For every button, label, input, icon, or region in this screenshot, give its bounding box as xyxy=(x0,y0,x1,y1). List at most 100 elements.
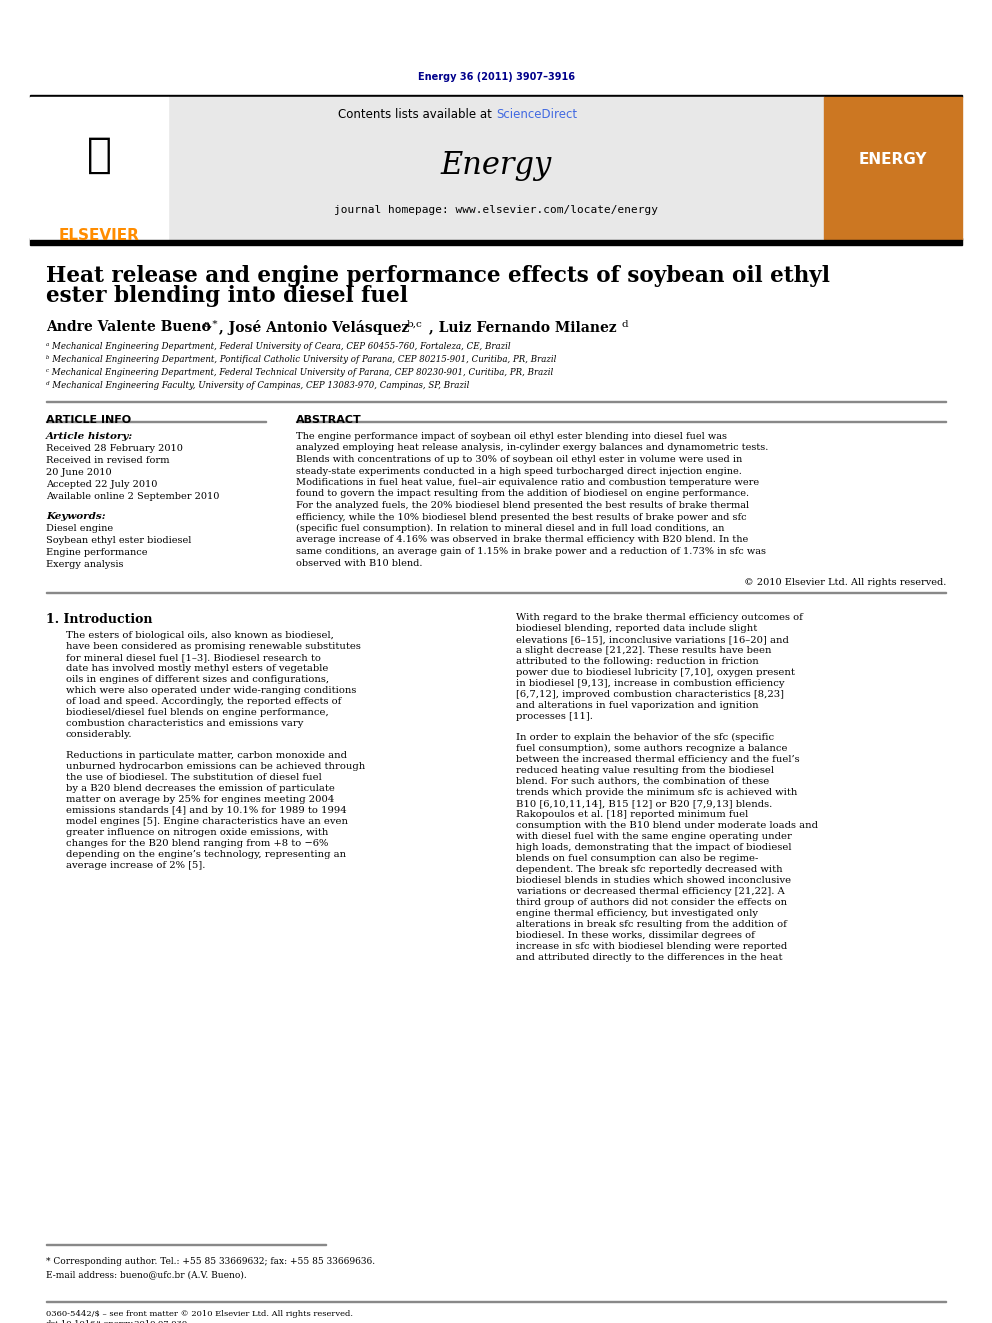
Bar xyxy=(30,97,168,239)
Text: a slight decrease [21,22]. These results have been: a slight decrease [21,22]. These results… xyxy=(516,646,772,655)
Text: Reductions in particulate matter, carbon monoxide and: Reductions in particulate matter, carbon… xyxy=(66,751,347,759)
Text: ester blending into diesel fuel: ester blending into diesel fuel xyxy=(46,284,408,307)
Text: dependent. The break sfc reportedly decreased with: dependent. The break sfc reportedly decr… xyxy=(516,865,783,875)
Bar xyxy=(30,239,962,245)
Text: The engine performance impact of soybean oil ethyl ester blending into diesel fu: The engine performance impact of soybean… xyxy=(296,433,727,441)
Text: doi:10.1016/j.energy.2010.07.030: doi:10.1016/j.energy.2010.07.030 xyxy=(46,1320,188,1323)
Text: average increase of 4.16% was observed in brake thermal efficiency with B20 blen: average increase of 4.16% was observed i… xyxy=(296,536,748,545)
Text: Received in revised form: Received in revised form xyxy=(46,456,170,464)
Text: power due to biodiesel lubricity [7,10], oxygen present: power due to biodiesel lubricity [7,10],… xyxy=(516,668,795,677)
Text: Energy 36 (2011) 3907–3916: Energy 36 (2011) 3907–3916 xyxy=(418,71,574,82)
Text: ELSEVIER: ELSEVIER xyxy=(59,228,140,243)
Text: trends which provide the minimum sfc is achieved with: trends which provide the minimum sfc is … xyxy=(516,789,798,796)
Bar xyxy=(824,97,962,239)
Text: consumption with the B10 blend under moderate loads and: consumption with the B10 blend under mod… xyxy=(516,822,818,830)
Text: ScienceDirect: ScienceDirect xyxy=(496,108,577,120)
Bar xyxy=(168,97,824,239)
Text: same conditions, an average gain of 1.15% in brake power and a reduction of 1.73: same conditions, an average gain of 1.15… xyxy=(296,546,766,556)
Text: average increase of 2% [5].: average increase of 2% [5]. xyxy=(66,861,205,871)
Text: Exergy analysis: Exergy analysis xyxy=(46,560,123,569)
Text: Engine performance: Engine performance xyxy=(46,548,148,557)
Text: alterations in break sfc resulting from the addition of: alterations in break sfc resulting from … xyxy=(516,919,787,929)
Text: With regard to the brake thermal efficiency outcomes of: With regard to the brake thermal efficie… xyxy=(516,613,803,622)
Text: date has involved mostly methyl esters of vegetable: date has involved mostly methyl esters o… xyxy=(66,664,328,673)
Text: Contents lists available at: Contents lists available at xyxy=(338,108,496,120)
Bar xyxy=(30,95,962,97)
Text: by a B20 blend decreases the emission of particulate: by a B20 blend decreases the emission of… xyxy=(66,785,335,792)
Text: variations or decreased thermal efficiency [21,22]. A: variations or decreased thermal efficien… xyxy=(516,886,785,896)
Text: observed with B10 blend.: observed with B10 blend. xyxy=(296,558,423,568)
Text: fuel consumption), some authors recognize a balance: fuel consumption), some authors recogniz… xyxy=(516,744,788,753)
Text: * Corresponding author. Tel.: +55 85 33669632; fax: +55 85 33669636.: * Corresponding author. Tel.: +55 85 336… xyxy=(46,1257,375,1266)
Text: (specific fuel consumption). In relation to mineral diesel and in full load cond: (specific fuel consumption). In relation… xyxy=(296,524,724,533)
Text: [6,7,12], improved combustion characteristics [8,23]: [6,7,12], improved combustion characteri… xyxy=(516,691,784,699)
Text: Accepted 22 July 2010: Accepted 22 July 2010 xyxy=(46,480,158,490)
Text: engine thermal efficiency, but investigated only: engine thermal efficiency, but investiga… xyxy=(516,909,758,918)
Text: increase in sfc with biodiesel blending were reported: increase in sfc with biodiesel blending … xyxy=(516,942,788,951)
Text: 0360-5442/$ – see front matter © 2010 Elsevier Ltd. All rights reserved.: 0360-5442/$ – see front matter © 2010 El… xyxy=(46,1310,353,1318)
Text: Article history:: Article history: xyxy=(46,433,133,441)
Text: a,*: a,* xyxy=(204,320,218,329)
Text: biodiesel blending, reported data include slight: biodiesel blending, reported data includ… xyxy=(516,624,757,632)
Text: biodiesel/diesel fuel blends on engine performance,: biodiesel/diesel fuel blends on engine p… xyxy=(66,708,328,717)
Text: b,c: b,c xyxy=(407,320,423,329)
Text: oils in engines of different sizes and configurations,: oils in engines of different sizes and c… xyxy=(66,675,329,684)
Text: ᶜ Mechanical Engineering Department, Federal Technical University of Parana, CEP: ᶜ Mechanical Engineering Department, Fed… xyxy=(46,368,554,377)
Text: depending on the engine’s technology, representing an: depending on the engine’s technology, re… xyxy=(66,849,346,859)
Text: for mineral diesel fuel [1–3]. Biodiesel research to: for mineral diesel fuel [1–3]. Biodiesel… xyxy=(66,654,320,662)
Text: In order to explain the behavior of the sfc (specific: In order to explain the behavior of the … xyxy=(516,733,774,742)
Text: unburned hydrocarbon emissions can be achieved through: unburned hydrocarbon emissions can be ac… xyxy=(66,762,365,771)
Text: biodiesel. In these works, dissimilar degrees of: biodiesel. In these works, dissimilar de… xyxy=(516,931,755,941)
Text: processes [11].: processes [11]. xyxy=(516,712,593,721)
Text: have been considered as promising renewable substitutes: have been considered as promising renewa… xyxy=(66,642,361,651)
Text: ᵈ Mechanical Engineering Faculty, University of Campinas, CEP 13083-970, Campina: ᵈ Mechanical Engineering Faculty, Univer… xyxy=(46,381,469,390)
Text: biodiesel blends in studies which showed inconclusive: biodiesel blends in studies which showed… xyxy=(516,876,792,885)
Text: steady-state experiments conducted in a high speed turbocharged direct injection: steady-state experiments conducted in a … xyxy=(296,467,742,475)
Text: Available online 2 September 2010: Available online 2 September 2010 xyxy=(46,492,219,501)
Text: Diesel engine: Diesel engine xyxy=(46,524,113,533)
Text: Andre Valente Bueno: Andre Valente Bueno xyxy=(46,320,210,333)
Text: between the increased thermal efficiency and the fuel’s: between the increased thermal efficiency… xyxy=(516,755,800,763)
Text: ABSTRACT: ABSTRACT xyxy=(296,415,362,425)
Text: the use of biodiesel. The substitution of diesel fuel: the use of biodiesel. The substitution o… xyxy=(66,773,321,782)
Text: 20 June 2010: 20 June 2010 xyxy=(46,468,112,478)
Text: Blends with concentrations of up to 30% of soybean oil ethyl ester in volume wer: Blends with concentrations of up to 30% … xyxy=(296,455,742,464)
Text: reduced heating value resulting from the biodiesel: reduced heating value resulting from the… xyxy=(516,766,774,775)
Text: elevations [6–15], inconclusive variations [16–20] and: elevations [6–15], inconclusive variatio… xyxy=(516,635,789,644)
Text: model engines [5]. Engine characteristics have an even: model engines [5]. Engine characteristic… xyxy=(66,818,348,826)
Text: with diesel fuel with the same engine operating under: with diesel fuel with the same engine op… xyxy=(516,832,792,841)
Text: and alterations in fuel vaporization and ignition: and alterations in fuel vaporization and… xyxy=(516,701,759,710)
Text: 🌳: 🌳 xyxy=(86,134,111,176)
Text: journal homepage: www.elsevier.com/locate/energy: journal homepage: www.elsevier.com/locat… xyxy=(334,205,658,216)
Text: and attributed directly to the differences in the heat: and attributed directly to the differenc… xyxy=(516,953,783,962)
Text: changes for the B20 blend ranging from +8 to −6%: changes for the B20 blend ranging from +… xyxy=(66,839,328,848)
Text: considerably.: considerably. xyxy=(66,730,133,740)
Text: The esters of biological oils, also known as biodiesel,: The esters of biological oils, also know… xyxy=(66,631,334,640)
Bar xyxy=(30,238,962,239)
Text: Keywords:: Keywords: xyxy=(46,512,105,521)
Text: which were also operated under wide-ranging conditions: which were also operated under wide-rang… xyxy=(66,687,356,695)
Text: of load and speed. Accordingly, the reported effects of: of load and speed. Accordingly, the repo… xyxy=(66,697,341,706)
Text: ᵇ Mechanical Engineering Department, Pontifical Catholic University of Parana, C: ᵇ Mechanical Engineering Department, Pon… xyxy=(46,355,557,364)
Text: greater influence on nitrogen oxide emissions, with: greater influence on nitrogen oxide emis… xyxy=(66,828,328,837)
Text: Heat release and engine performance effects of soybean oil ethyl: Heat release and engine performance effe… xyxy=(46,265,837,287)
Text: blend. For such authors, the combination of these: blend. For such authors, the combination… xyxy=(516,777,769,786)
Text: combustion characteristics and emissions vary: combustion characteristics and emissions… xyxy=(66,718,304,728)
Text: Rakopoulos et al. [18] reported minimum fuel: Rakopoulos et al. [18] reported minimum … xyxy=(516,810,748,819)
Text: © 2010 Elsevier Ltd. All rights reserved.: © 2010 Elsevier Ltd. All rights reserved… xyxy=(744,578,946,587)
Text: ENERGY: ENERGY xyxy=(859,152,928,168)
Text: high loads, demonstrating that the impact of biodiesel: high loads, demonstrating that the impac… xyxy=(516,843,792,852)
Text: third group of authors did not consider the effects on: third group of authors did not consider … xyxy=(516,898,787,908)
Text: For the analyzed fuels, the 20% biodiesel blend presented the best results of br: For the analyzed fuels, the 20% biodiese… xyxy=(296,501,749,509)
Text: attributed to the following: reduction in friction: attributed to the following: reduction i… xyxy=(516,658,759,665)
Text: Soybean ethyl ester biodiesel: Soybean ethyl ester biodiesel xyxy=(46,536,191,545)
Text: , Luiz Fernando Milanez: , Luiz Fernando Milanez xyxy=(429,320,617,333)
Text: Received 28 February 2010: Received 28 February 2010 xyxy=(46,445,183,452)
Text: , José Antonio Velásquez: , José Antonio Velásquez xyxy=(219,320,410,335)
Text: efficiency, while the 10% biodiesel blend presented the best results of brake po: efficiency, while the 10% biodiesel blen… xyxy=(296,512,747,521)
Text: 1. Introduction: 1. Introduction xyxy=(46,613,153,626)
Text: emissions standards [4] and by 10.1% for 1989 to 1994: emissions standards [4] and by 10.1% for… xyxy=(66,806,347,815)
Text: Energy: Energy xyxy=(440,149,552,181)
Text: ARTICLE INFO: ARTICLE INFO xyxy=(46,415,131,425)
Text: analyzed employing heat release analysis, in-cylinder exergy balances and dynamo: analyzed employing heat release analysis… xyxy=(296,443,769,452)
